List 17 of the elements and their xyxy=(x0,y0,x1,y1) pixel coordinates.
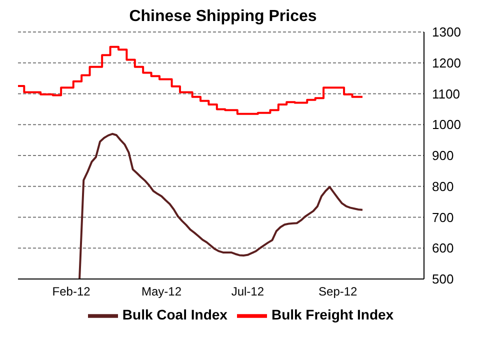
y-tick-label: 1300 xyxy=(432,24,461,40)
line-series xyxy=(78,132,364,279)
x-tick-label: May-12 xyxy=(142,284,182,299)
legend-label: Bulk Freight Index xyxy=(271,306,394,323)
x-tick-label: Feb-12 xyxy=(52,284,91,299)
x-tick-label: Jul-12 xyxy=(231,284,264,299)
y-tick-label: 1000 xyxy=(432,117,461,132)
y-tick-label: 700 xyxy=(432,210,454,225)
y-tick-label: 1200 xyxy=(432,55,461,70)
y-tick-label: 600 xyxy=(432,240,454,256)
y-tick-label: 900 xyxy=(432,148,454,164)
y-tick-label: 1100 xyxy=(432,86,460,102)
chart-title: Chinese Shipping Prices xyxy=(128,8,318,26)
y-tick-label: 500 xyxy=(432,272,454,287)
x-tick-label: Sep-12 xyxy=(318,284,358,299)
legend-label: Bulk Coal Index xyxy=(122,306,228,323)
y-tick-label: 800 xyxy=(432,178,454,194)
